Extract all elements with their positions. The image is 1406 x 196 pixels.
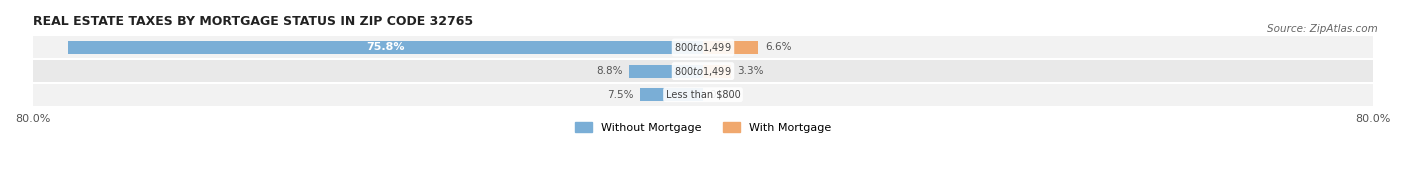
- Text: 75.8%: 75.8%: [366, 43, 405, 53]
- Bar: [703, 65, 731, 78]
- Bar: [630, 65, 703, 78]
- Text: REAL ESTATE TAXES BY MORTGAGE STATUS IN ZIP CODE 32765: REAL ESTATE TAXES BY MORTGAGE STATUS IN …: [32, 15, 472, 28]
- Text: 6.6%: 6.6%: [765, 43, 792, 53]
- Bar: [703, 41, 758, 54]
- Bar: [32, 83, 1374, 106]
- Text: 3.3%: 3.3%: [737, 66, 763, 76]
- Legend: Without Mortgage, With Mortgage: Without Mortgage, With Mortgage: [571, 118, 835, 137]
- Text: 0.0%: 0.0%: [710, 90, 735, 100]
- Bar: [32, 36, 1374, 59]
- Bar: [67, 41, 703, 54]
- Text: $800 to $1,499: $800 to $1,499: [675, 65, 731, 78]
- Text: 8.8%: 8.8%: [596, 66, 623, 76]
- Text: $800 to $1,499: $800 to $1,499: [675, 41, 731, 54]
- Bar: [32, 60, 1374, 82]
- Text: Less than $800: Less than $800: [665, 90, 741, 100]
- Bar: [640, 88, 703, 101]
- Text: Source: ZipAtlas.com: Source: ZipAtlas.com: [1267, 24, 1378, 34]
- Text: 7.5%: 7.5%: [607, 90, 634, 100]
